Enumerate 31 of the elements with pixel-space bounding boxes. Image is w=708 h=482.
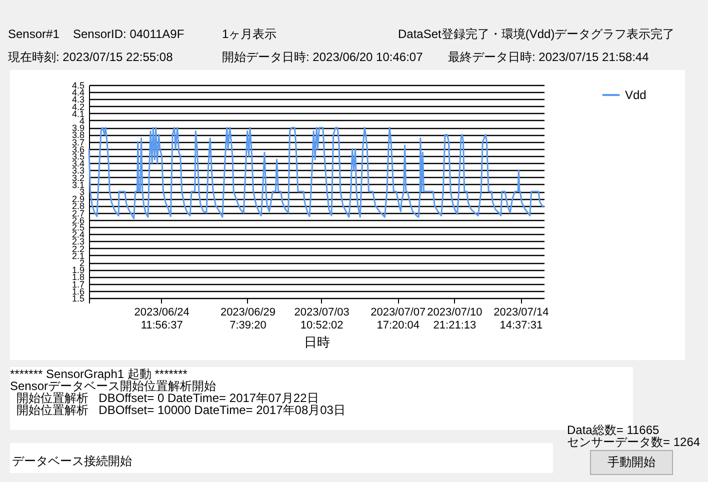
start-button: 手動開始 [590, 450, 673, 475]
y-tick-label: 4.5 [72, 80, 84, 90]
y-tick-label: 2.5 [72, 222, 84, 232]
y-tick-label: 3.5 [72, 152, 84, 162]
x-tick-label: 2023/07/07 17:20:04 [370, 306, 426, 332]
x-axis-title: 日時 [304, 334, 330, 350]
text: ******* SensorGraph1 起動 ******* [10, 367, 188, 381]
text: 開始位置解析 DBOffset= 0 DateTime= 2017年07月22日 [16, 391, 319, 405]
x-tick-label: 2023/07/14 14:37:31 [494, 306, 549, 332]
text: データベース接続開始 [12, 454, 132, 468]
text: 開始位置解析 DBOffset= 10000 DateTime= 2017年08月03日 [16, 403, 346, 417]
text: Data総数= 11665 [567, 423, 660, 437]
text: 最終データ日時: 2023/07/15 21:58:44 [448, 50, 649, 64]
x-tick-label: 2023/07/10 21:21:13 [427, 306, 482, 332]
legend-label: Vdd [625, 88, 646, 102]
line-series [88, 126, 544, 220]
y-tick-label: 2 [79, 258, 84, 268]
x-tick-label: 2023/07/03 10:52:02 [294, 306, 350, 332]
x-tick-label: 2023/06/24 11:56:37 [134, 306, 190, 332]
text: 現在時刻: 2023/07/15 22:55:08 [8, 50, 173, 64]
text: Sensorデータベース開始位置解析開始 [10, 379, 216, 393]
text: SensorID: 04011A9F [73, 27, 184, 41]
y-tick-label: 3 [79, 187, 84, 197]
y-tick-label: 1.5 [72, 294, 84, 304]
text: センサーデータ数= 1264 [567, 435, 700, 449]
text: DataSet登録完了・環境(Vdd)データグラフ表示完了 [398, 27, 675, 41]
text: 1ヶ月表示 [222, 27, 277, 41]
x-tick-label: 2023/06/29 7:39:20 [220, 306, 276, 332]
text: 開始データ日時: 2023/06/20 10:46:07 [222, 50, 423, 64]
text: Sensor#1 [8, 27, 60, 41]
y-tick-label: 4 [79, 116, 84, 126]
